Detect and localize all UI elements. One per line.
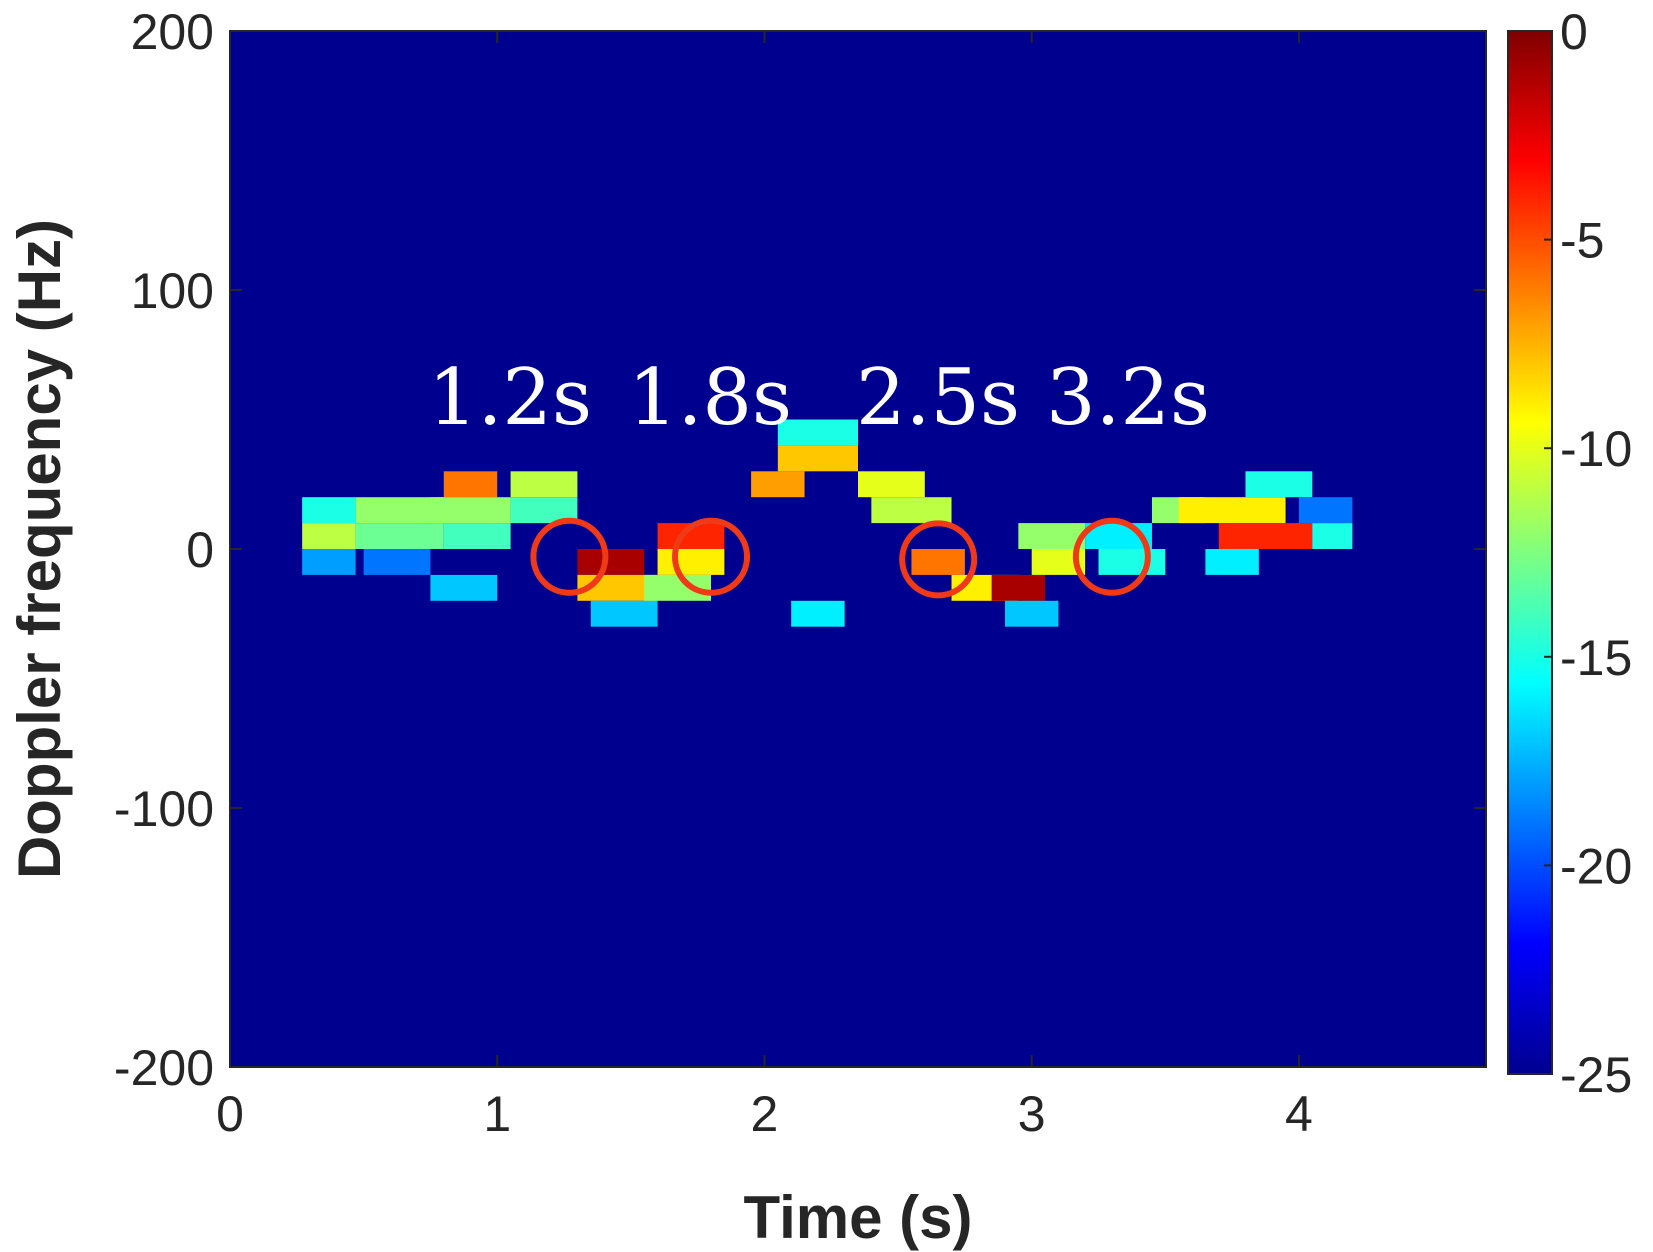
x-tick-label: 0 (216, 1086, 244, 1142)
heatmap-cell (355, 523, 444, 549)
heatmap-cell (871, 497, 952, 524)
annotation-circle (899, 520, 978, 599)
heatmap-cell (355, 497, 444, 524)
heatmap-cell (430, 497, 511, 524)
x-tick-label: 4 (1285, 1086, 1313, 1142)
annotation-circle (1072, 517, 1151, 596)
heatmap-cell (911, 549, 965, 575)
plot-area: 0 1 2 3 4 200 100 0 -100 -200 1.2s 1.8s 2.5s 3.2s (114, 4, 1487, 1142)
annotation-label: 1.8s (628, 353, 792, 443)
colorbar-tick-label: -10 (1560, 421, 1632, 477)
annotation-circle (530, 517, 609, 596)
heatmap-cell (430, 574, 498, 601)
heatmap-cell (777, 445, 858, 472)
heatmap-cell (1245, 471, 1313, 498)
colorbar-gradient (1507, 30, 1553, 1075)
heatmap-cell (777, 419, 858, 446)
x-tick-label: 1 (483, 1086, 511, 1142)
y-axis-ticks: 200 100 0 -100 -200 (114, 4, 1486, 1096)
y-axis-title: Doppler frequency (Hz) (6, 219, 73, 879)
y-tick-label: -200 (114, 1040, 214, 1096)
heatmap-cell (657, 549, 725, 575)
annotation-label: 3.2s (1046, 353, 1210, 443)
x-tick-label: 3 (1018, 1086, 1046, 1142)
heatmap-cell (1312, 523, 1353, 549)
heatmap-cell (644, 574, 712, 601)
heatmap-cell (1004, 600, 1059, 627)
colorbar-tick-label: -25 (1560, 1047, 1632, 1103)
x-axis-title: Time (s) (744, 1184, 973, 1251)
heatmap-cell (577, 549, 645, 575)
colorbar-tick-label: -15 (1560, 630, 1632, 686)
heatmap-cell (751, 471, 805, 498)
heatmap-cell (302, 523, 356, 549)
x-axis-ticks: 0 1 2 3 4 (216, 31, 1313, 1142)
heatmap-cell (590, 600, 658, 627)
annotation-label: 2.5s (856, 353, 1020, 443)
annotation-label: 1.2s (428, 353, 592, 443)
heatmap-cell (1098, 549, 1166, 575)
heatmap-cell (858, 471, 925, 498)
y-tick-label: 100 (131, 263, 214, 319)
heatmap-cell (363, 549, 431, 575)
colorbar-ticks: 0 -5 -10 -15 -20 -25 (1544, 4, 1632, 1103)
heatmap-cell (443, 471, 498, 498)
heatmap-cell (510, 471, 578, 498)
heatmap-cell (991, 574, 1046, 601)
annotation-circle (672, 517, 751, 596)
heatmap-cell (1178, 497, 1286, 524)
y-tick-label: 200 (131, 4, 214, 60)
heatmap-cell (1018, 523, 1086, 549)
colorbar: 0 -5 -10 -15 -20 -25 (1507, 4, 1632, 1103)
colorbar-tick-label: -20 (1560, 838, 1632, 894)
heatmap-cell (1218, 523, 1313, 549)
y-tick-label: 0 (186, 522, 214, 578)
heatmap-cell (302, 497, 356, 524)
heatmap-cell (1298, 497, 1353, 524)
heatmap-cell (791, 600, 845, 627)
heatmap-cell (302, 549, 356, 575)
colorbar-tick-label: -5 (1560, 213, 1604, 269)
y-tick-label: -100 (114, 781, 214, 837)
annotations: 1.2s 1.8s 2.5s 3.2s (428, 353, 1210, 599)
x-tick-label: 2 (751, 1086, 779, 1142)
heatmap-cell (443, 523, 511, 549)
heatmap-cell (1205, 549, 1259, 575)
colorbar-tick-label: 0 (1560, 4, 1588, 60)
